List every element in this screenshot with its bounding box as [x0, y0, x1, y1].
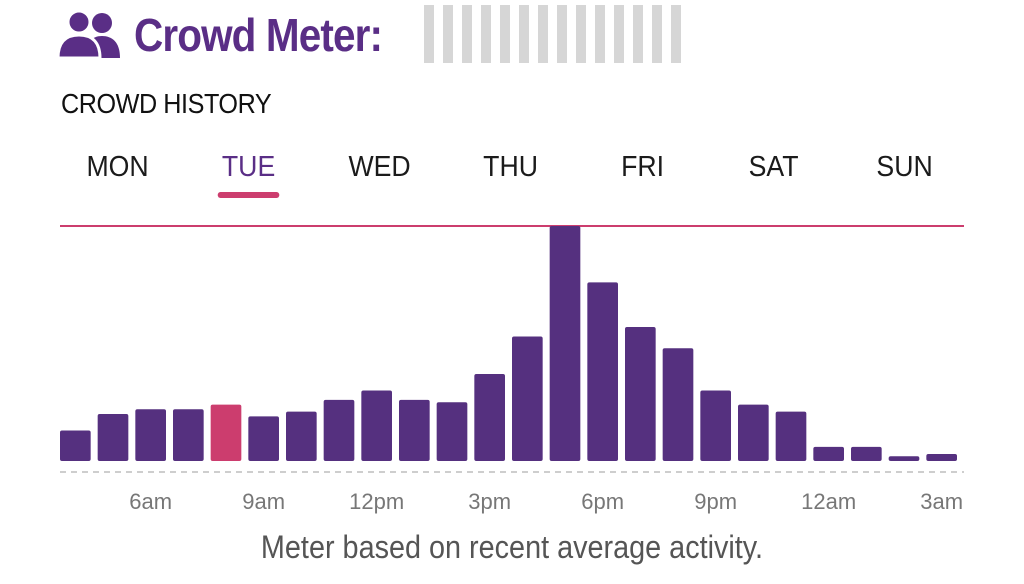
bar: [135, 409, 166, 461]
bar: [625, 327, 656, 461]
meter-segment: [462, 5, 472, 63]
bar: [549, 226, 581, 461]
bar-current-hour: [210, 404, 242, 461]
bar: [361, 390, 392, 461]
tab-mon[interactable]: MON: [86, 151, 149, 183]
bar: [286, 411, 317, 461]
meter-segment: [519, 5, 529, 63]
bar: [512, 336, 543, 461]
bar: [851, 446, 882, 461]
bar: [738, 404, 769, 461]
meter-segment: [595, 5, 605, 63]
meter-segment: [576, 5, 586, 63]
x-tick-label: 3pm: [468, 489, 511, 514]
bar: [587, 282, 618, 461]
bar: [888, 456, 920, 461]
bar: [813, 446, 844, 461]
bar: [173, 409, 204, 461]
meter-segment: [652, 5, 662, 63]
tab-fri[interactable]: FRI: [620, 151, 664, 183]
meter-segment: [671, 5, 681, 63]
bar: [97, 414, 129, 461]
meter-segment: [633, 5, 643, 63]
meter-segment: [500, 5, 510, 63]
meter-segment: [557, 5, 567, 63]
meter-segment: [614, 5, 624, 63]
crowd-history-label: CROWD HISTORY: [61, 88, 272, 119]
meter-segment: [424, 5, 434, 63]
x-tick-label: 9am: [242, 489, 285, 514]
day-tabs: MON TUE WED THU FRI SAT SUN: [52, 146, 970, 206]
tab-sun[interactable]: SUN: [876, 151, 933, 183]
page-title: Crowd Meter:: [134, 9, 383, 61]
crowd-level-meter: [424, 5, 681, 63]
bar: [399, 399, 430, 461]
footnote: Meter based on recent average activity.: [260, 529, 764, 565]
meter-segment: [443, 5, 453, 63]
x-tick-label: 3am: [920, 489, 963, 514]
bar: [926, 453, 957, 461]
bar: [662, 348, 694, 461]
bar: [323, 399, 355, 461]
people-icon: [58, 10, 122, 60]
bar: [60, 430, 91, 461]
x-tick-label: 12am: [801, 489, 856, 514]
x-tick-label: 12pm: [349, 489, 404, 514]
meter-segment: [481, 5, 491, 63]
x-tick-label: 9pm: [694, 489, 737, 514]
x-tick-label: 6pm: [581, 489, 624, 514]
crowd-meter-header: Crowd Meter:: [58, 0, 416, 70]
bar: [436, 402, 468, 461]
tab-sat[interactable]: SAT: [748, 151, 799, 183]
bar: [248, 416, 279, 461]
tab-tue[interactable]: TUE: [188, 146, 309, 206]
bar: [700, 390, 731, 461]
bar: [474, 374, 505, 461]
meter-segment: [538, 5, 548, 63]
tab-wed[interactable]: WED: [348, 151, 411, 183]
bar: [775, 411, 807, 461]
tab-thu[interactable]: THU: [483, 151, 539, 183]
x-tick-label: 6am: [129, 489, 172, 514]
